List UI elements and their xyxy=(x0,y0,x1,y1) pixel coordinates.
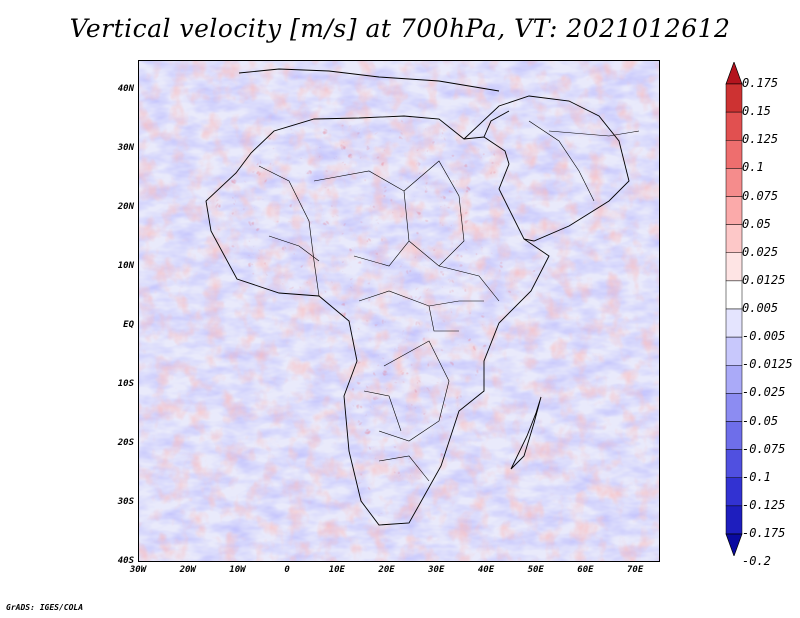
colorbar-label: -0.2 xyxy=(742,554,771,569)
colorbar-segment xyxy=(725,505,743,535)
colorbar-segment xyxy=(725,168,743,197)
colorbar-label: 0.175 xyxy=(742,76,779,90)
lon-tick-label: 70E xyxy=(627,565,644,575)
colorbar-bottom-arrow xyxy=(725,533,743,556)
colorbar-segment xyxy=(725,280,743,310)
grads-credit: GrADS: IGES/COLA xyxy=(6,603,84,612)
lat-tick-label: 30S xyxy=(117,496,134,507)
colorbar-segment xyxy=(725,308,743,338)
colorbar-top-arrow xyxy=(725,62,743,85)
colorbar-label: -0.05 xyxy=(742,413,779,428)
colorbar-label: -0.075 xyxy=(742,441,786,456)
colorbar-label: 0.0125 xyxy=(742,272,786,287)
colorbar-segment xyxy=(725,83,743,113)
map-panel[interactable] xyxy=(138,60,660,562)
colorbar-segment xyxy=(725,140,743,169)
colorbar-segment xyxy=(725,111,743,141)
lon-tick-label: 30W xyxy=(129,565,147,575)
colorbar-segment xyxy=(725,449,743,478)
colorbar-label: 0.125 xyxy=(742,132,779,147)
lat-tick-label: 40S xyxy=(117,556,134,566)
colorbar-label: -0.1 xyxy=(742,469,771,484)
lon-tick-label: 0 xyxy=(284,565,290,575)
colorbar-label: 0.005 xyxy=(742,301,779,315)
colorbar xyxy=(725,62,743,556)
colorbar-label: -0.005 xyxy=(742,329,786,344)
lon-tick-label: 10E xyxy=(328,565,345,575)
colorbar-segment xyxy=(725,365,743,394)
lon-tick-label: 30E xyxy=(428,565,445,575)
lon-tick-label: 50E xyxy=(527,565,544,575)
lat-tick-label: 20S xyxy=(117,437,134,448)
lat-tick-label: 20N xyxy=(117,201,134,212)
colorbar-label: 0.05 xyxy=(742,216,771,231)
colorbar-label: -0.175 xyxy=(742,526,786,540)
colorbar-segment xyxy=(725,477,743,507)
lat-tick-label: 30N xyxy=(117,142,134,153)
colorbar-segment xyxy=(725,252,743,282)
colorbar-label: 0.075 xyxy=(742,188,779,203)
lon-tick-label: 40E xyxy=(477,565,495,575)
colorbar-segment xyxy=(725,336,743,366)
colorbar-segment xyxy=(725,421,743,450)
lon-tick-label: 20W xyxy=(179,565,196,575)
colorbar-segment xyxy=(725,196,743,225)
lat-tick-label: EQ xyxy=(123,319,134,330)
lat-tick-label: 10S xyxy=(117,378,134,389)
lat-tick-label: 40N xyxy=(117,83,134,94)
colorbar-label: 0.15 xyxy=(742,104,771,119)
colorbar-label: -0.0125 xyxy=(742,357,793,372)
velocity-field-map xyxy=(139,61,659,561)
lat-tick-label: 10N xyxy=(117,260,134,271)
coastline xyxy=(205,68,630,526)
lon-tick-label: 20E xyxy=(378,565,395,575)
colorbar-label: 0.1 xyxy=(742,160,764,175)
colorbar-segment xyxy=(725,393,743,422)
colorbar-label: 0.025 xyxy=(742,244,779,259)
country-borders xyxy=(258,120,640,482)
lon-tick-label: 10W xyxy=(229,565,246,575)
colorbar-segment xyxy=(725,224,743,253)
lon-tick-label: 60E xyxy=(577,565,594,575)
colorbar-label: -0.025 xyxy=(742,385,786,400)
map-title: Vertical velocity [m/s] at 700hPa, VT: 2… xyxy=(69,14,731,43)
colorbar-label: -0.125 xyxy=(742,497,786,512)
